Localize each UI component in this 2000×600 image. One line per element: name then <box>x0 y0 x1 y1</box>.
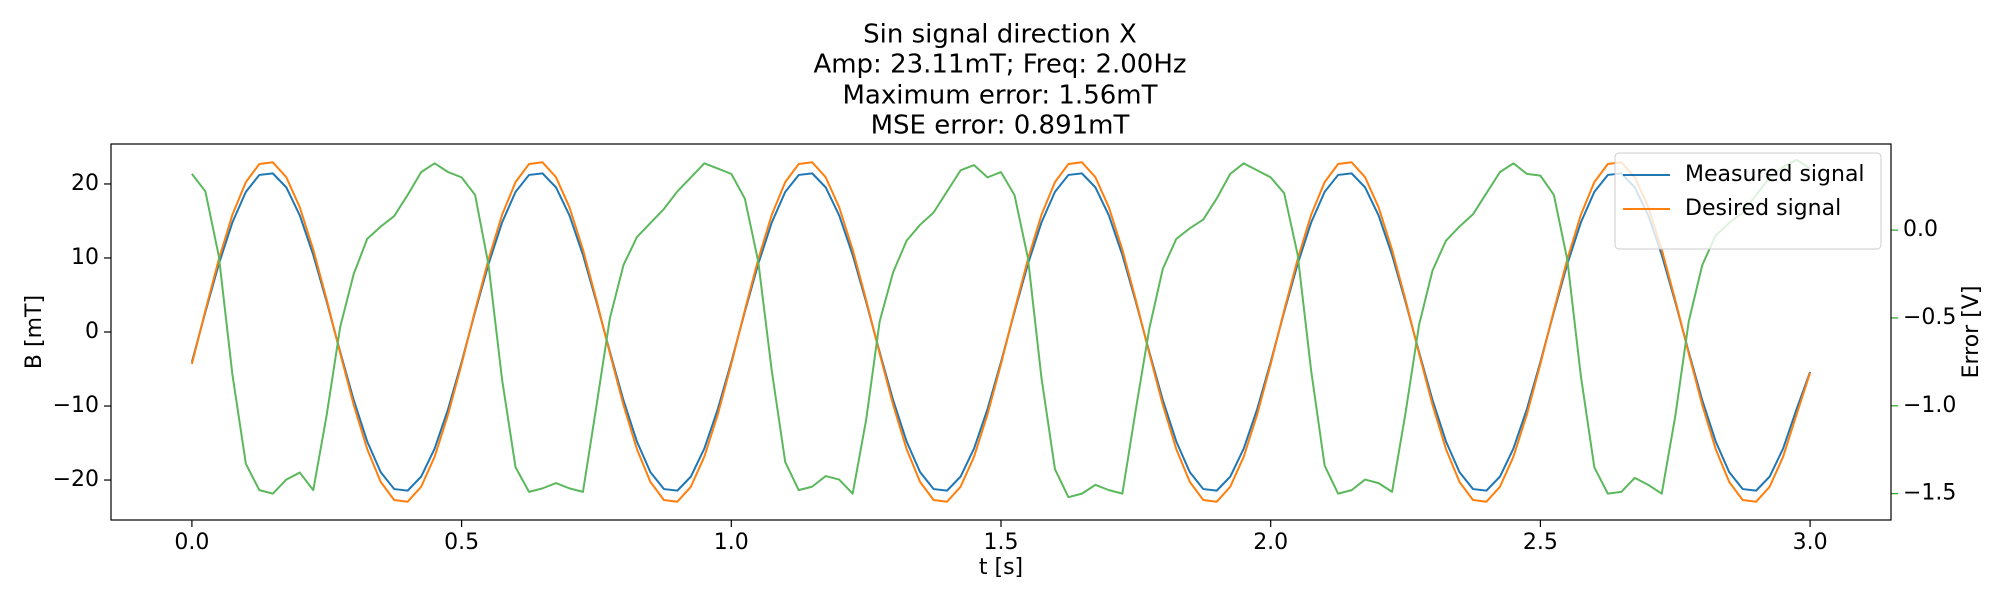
x-tick-label: 1.5 <box>984 530 1019 555</box>
x-tick-label: 0.5 <box>444 530 479 555</box>
legend-box <box>1614 152 1882 250</box>
y-tick-label: 0 <box>85 319 99 344</box>
x-tick-label: 3.0 <box>1793 530 1828 555</box>
x-tick-label: 1.0 <box>714 530 749 555</box>
series-line <box>191 158 1811 499</box>
legend-label: Measured signal <box>1685 162 1865 187</box>
x-axis-label: t [s] <box>979 555 1023 580</box>
y2-tick-label: −1.5 <box>1903 481 1956 506</box>
x-tick-label: 0.0 <box>174 530 209 555</box>
chart-subtitle: MSE error: 0.891mT <box>871 111 1130 141</box>
chart-subtitle: Maximum error: 1.56mT <box>843 81 1158 111</box>
series-line <box>190 161 1812 503</box>
y2-axis-label: Error [V] <box>1959 286 1984 379</box>
y-axis-label: B [mT] <box>22 295 47 369</box>
legend-label: Desired signal <box>1685 196 1841 221</box>
chart-title: Sin signal direction X <box>863 20 1137 50</box>
y-tick-label: −20 <box>53 467 99 492</box>
x-tick-label: 2.5 <box>1523 530 1558 555</box>
y-tick-label: 10 <box>71 245 99 270</box>
y-tick-label: 20 <box>71 171 99 196</box>
y2-tick-label: −1.0 <box>1903 393 1956 418</box>
y-tick-label: −10 <box>53 393 99 418</box>
chart-subtitle: Amp: 23.11mT; Freq: 2.00Hz <box>813 50 1186 80</box>
x-tick-label: 2.0 <box>1253 530 1288 555</box>
y2-tick-label: 0.0 <box>1903 217 1938 242</box>
plot-frame <box>110 143 1892 521</box>
y2-tick-label: −0.5 <box>1903 305 1956 330</box>
